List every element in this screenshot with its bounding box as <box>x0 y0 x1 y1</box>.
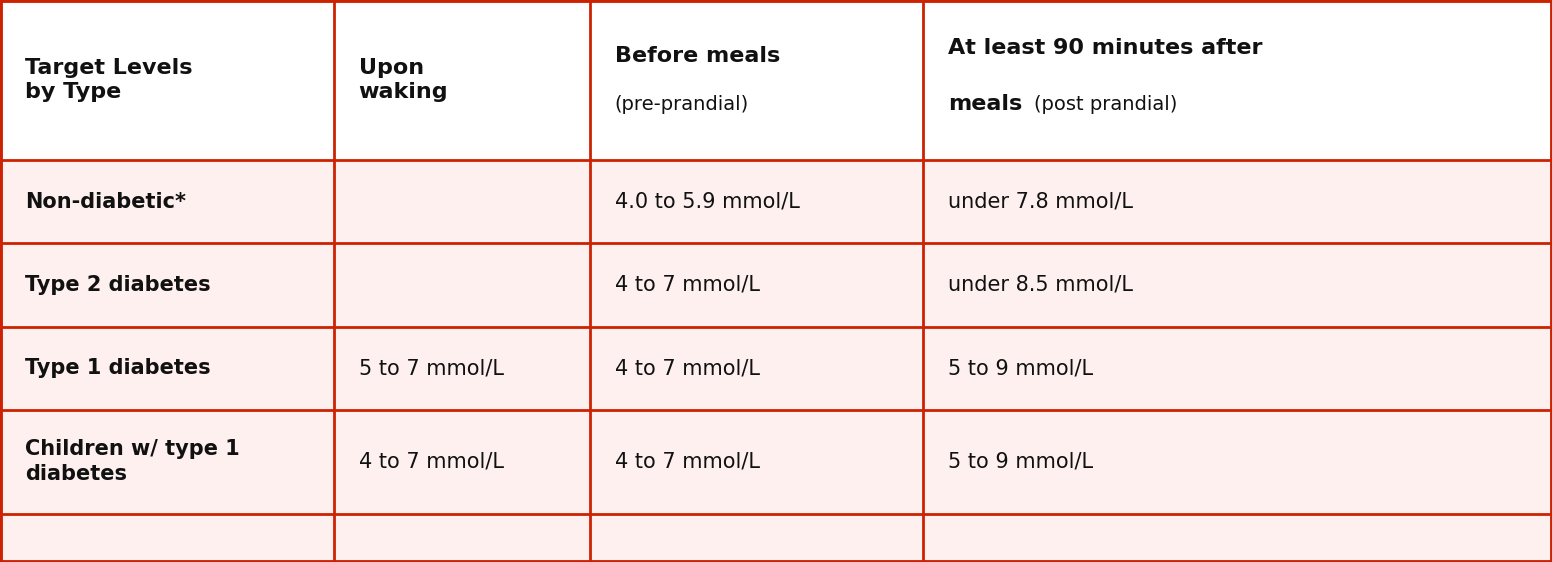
Text: Type 2 diabetes: Type 2 diabetes <box>25 275 211 295</box>
Bar <box>334 160 590 243</box>
Bar <box>334 514 590 562</box>
Bar <box>0 160 334 243</box>
Bar <box>590 160 923 243</box>
Text: 5 to 9 mmol/L: 5 to 9 mmol/L <box>948 452 1094 472</box>
Bar <box>923 514 1552 562</box>
Text: 5 to 7 mmol/L: 5 to 7 mmol/L <box>359 358 503 378</box>
Bar <box>923 410 1552 514</box>
Bar <box>334 243 590 327</box>
Text: 4 to 7 mmol/L: 4 to 7 mmol/L <box>359 452 503 472</box>
Text: meals: meals <box>948 94 1023 114</box>
Bar <box>590 514 923 562</box>
Text: 4 to 7 mmol/L: 4 to 7 mmol/L <box>615 452 759 472</box>
Bar <box>0 410 334 514</box>
Text: under 7.8 mmol/L: under 7.8 mmol/L <box>948 192 1133 212</box>
Bar <box>0 514 334 562</box>
Bar <box>923 160 1552 243</box>
Bar <box>923 0 1552 160</box>
Text: At least 90 minutes after: At least 90 minutes after <box>948 38 1263 58</box>
Bar <box>0 243 334 327</box>
Bar <box>334 410 590 514</box>
Text: 5 to 9 mmol/L: 5 to 9 mmol/L <box>948 358 1094 378</box>
Bar <box>334 327 590 410</box>
Bar <box>590 410 923 514</box>
Text: Upon
waking: Upon waking <box>359 58 449 102</box>
Text: Target Levels
by Type: Target Levels by Type <box>25 58 192 102</box>
Text: Before meals: Before meals <box>615 46 779 66</box>
Text: (post prandial): (post prandial) <box>1034 94 1176 114</box>
Text: (pre-prandial): (pre-prandial) <box>615 94 750 114</box>
Text: Children w/ type 1
diabetes: Children w/ type 1 diabetes <box>25 439 239 484</box>
Text: Non-diabetic*: Non-diabetic* <box>25 192 186 212</box>
Text: Type 1 diabetes: Type 1 diabetes <box>25 358 211 378</box>
Text: 4.0 to 5.9 mmol/L: 4.0 to 5.9 mmol/L <box>615 192 799 212</box>
Text: under 8.5 mmol/L: under 8.5 mmol/L <box>948 275 1133 295</box>
Bar <box>0 0 334 160</box>
Bar <box>923 243 1552 327</box>
Text: 4 to 7 mmol/L: 4 to 7 mmol/L <box>615 358 759 378</box>
Bar <box>590 243 923 327</box>
Bar <box>590 327 923 410</box>
Bar <box>0 327 334 410</box>
Bar <box>590 0 923 160</box>
Bar <box>923 327 1552 410</box>
Bar <box>334 0 590 160</box>
Text: 4 to 7 mmol/L: 4 to 7 mmol/L <box>615 275 759 295</box>
